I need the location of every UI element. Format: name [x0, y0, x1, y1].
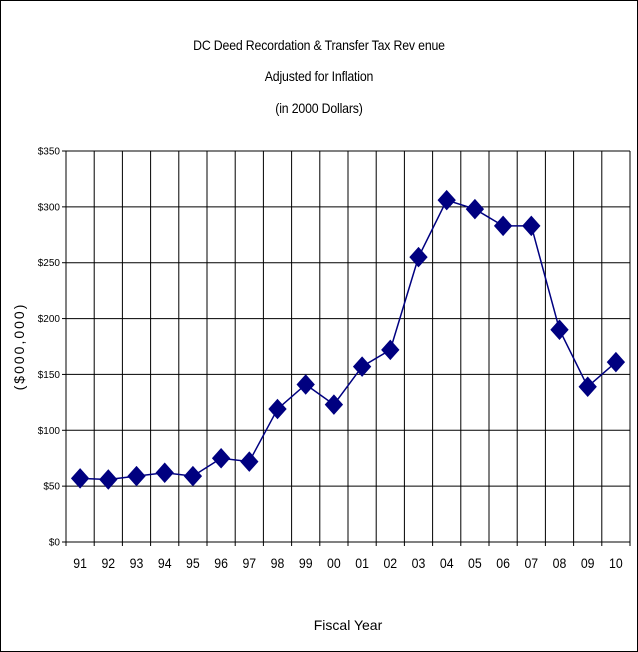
x-tick-label: 97: [242, 555, 256, 571]
x-tick-label: 06: [496, 555, 510, 571]
x-tick-label: 03: [412, 555, 426, 571]
data-point-marker: [99, 469, 118, 490]
y-tick-label: $100: [38, 426, 61, 437]
x-tick-label: 02: [383, 555, 397, 571]
data-point-marker: [437, 189, 456, 211]
x-tick-label: 91: [73, 555, 87, 571]
x-axis-label: Fiscal Year: [314, 617, 383, 633]
chart-title-line-2: Adjusted for Inflation: [264, 68, 374, 84]
data-point-marker: [324, 394, 344, 415]
data-point-marker: [70, 468, 90, 489]
data-point-marker: [240, 451, 259, 472]
y-tick-label: $350: [38, 147, 61, 158]
x-tick-label: 94: [158, 555, 172, 571]
axis-layer: $0 $50 $100 $150 $200 $250 $300 $350 91 92 93 94 95 9…: [38, 147, 630, 571]
data-point-marker: [352, 356, 372, 377]
y-tick-label: $150: [38, 370, 61, 381]
x-tick-label: 01: [355, 555, 369, 571]
y-tick-label: $0: [49, 538, 61, 549]
x-tick-label: 10: [609, 555, 623, 571]
data-point-marker: [183, 465, 203, 487]
x-tick-label: 05: [468, 555, 482, 571]
data-point-marker: [578, 376, 597, 397]
x-tick-label: 99: [299, 555, 313, 571]
data-point-marker: [296, 374, 315, 395]
data-point-marker: [465, 198, 485, 220]
x-tick-label: 98: [271, 555, 285, 571]
y-tick-label: $200: [38, 314, 61, 325]
x-tick-label: 95: [186, 555, 200, 571]
x-tick-label: 04: [440, 555, 454, 571]
y-tick-label: $50: [43, 482, 60, 493]
data-point-marker: [211, 447, 231, 469]
data-point-marker: [155, 462, 174, 483]
y-axis-label: ($000,000): [11, 303, 27, 391]
chart-title-line-1: DC Deed Recordation & Transfer Tax Rev e…: [193, 37, 445, 53]
data-point-marker: [381, 339, 400, 361]
y-tick-label: $300: [38, 202, 61, 213]
x-tick-label: 09: [581, 555, 595, 571]
x-tick-label: 93: [130, 555, 144, 571]
grid-layer: [65, 150, 631, 546]
data-point-marker: [522, 215, 541, 237]
data-point-marker: [268, 398, 287, 420]
x-tick-label: 96: [214, 555, 228, 571]
chart-title-line-3: (in 2000 Dollars): [275, 100, 363, 116]
series-layer: [70, 189, 626, 490]
data-point-marker: [409, 246, 428, 268]
x-tick-label: 00: [327, 555, 341, 571]
data-point-marker: [127, 465, 146, 487]
data-point-marker: [550, 319, 569, 340]
data-point-marker: [606, 351, 626, 373]
y-tick-label: $250: [38, 258, 61, 269]
x-tick-label: 08: [553, 555, 567, 571]
data-point-marker: [493, 215, 513, 237]
x-tick-label: 92: [101, 555, 115, 571]
x-tick-label: 07: [524, 555, 538, 571]
